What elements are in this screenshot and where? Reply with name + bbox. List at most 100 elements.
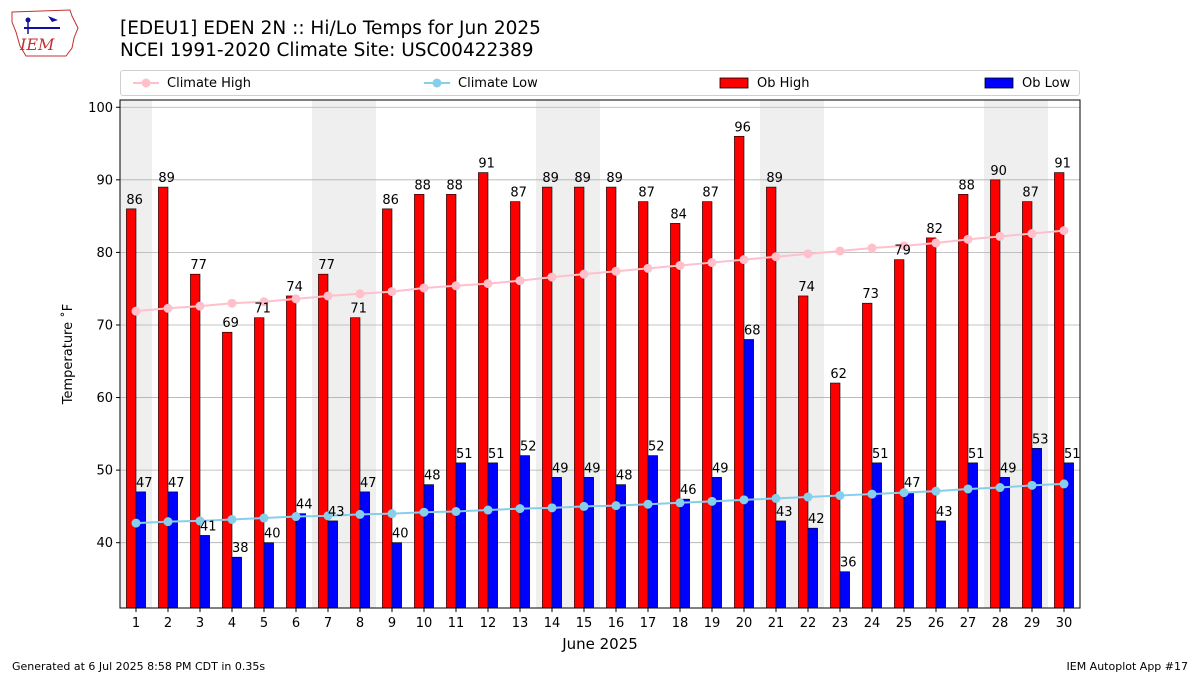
climate-high-point-day-12 — [483, 279, 493, 289]
climate-high-point-day-18 — [675, 260, 685, 270]
y-tick-label-80: 80 — [96, 246, 113, 261]
climate-high-point-day-19 — [707, 258, 717, 268]
ob-high-value-label-day-23: 62 — [830, 367, 847, 382]
ob-high-value-label-day-6: 74 — [286, 280, 303, 295]
ob-high-bar-day-27 — [958, 194, 969, 609]
climate-high-point-day-27 — [963, 234, 973, 244]
legend-label-ob-high: Ob High — [757, 75, 810, 91]
ob-high-value-label-day-26: 82 — [926, 222, 943, 237]
climate-low-point-day-17 — [643, 499, 653, 509]
climate-high-point-day-16 — [611, 266, 621, 276]
ob-high-bar-day-2 — [158, 186, 169, 609]
ob-high-bar-day-9 — [382, 208, 393, 609]
climate-high-point-day-9 — [387, 287, 397, 297]
ob-low-swatch — [984, 77, 1014, 89]
ob-high-bar-day-7 — [318, 273, 329, 609]
ob-low-bar-day-5 — [263, 542, 274, 609]
x-tick-label-3: 3 — [196, 616, 204, 631]
ob-low-value-label-day-10: 48 — [424, 469, 441, 484]
ob-low-value-label-day-14: 49 — [552, 461, 569, 476]
climate-low-swatch — [424, 78, 450, 88]
x-tick-label-24: 24 — [864, 616, 881, 631]
ob-high-value-label-day-12: 91 — [478, 157, 495, 172]
grid-lines — [120, 106, 1080, 544]
ob-low-bar-day-7 — [327, 520, 338, 609]
x-tick-label-11: 11 — [448, 616, 465, 631]
climate-low-point-day-2 — [163, 517, 173, 527]
x-tick-label-9: 9 — [388, 616, 396, 631]
ob-high-bar-day-5 — [254, 317, 265, 609]
ob-low-bar-day-9 — [391, 542, 402, 609]
ob-low-value-label-day-13: 52 — [520, 440, 537, 455]
x-tick-label-26: 26 — [928, 616, 945, 631]
climate-low-point-day-29 — [1027, 480, 1037, 490]
ob-low-value-label-day-30: 51 — [1064, 447, 1081, 462]
ob-high-bar-day-6 — [286, 295, 297, 609]
climate-high-point-day-15 — [579, 269, 589, 279]
ob-low-bar-day-28 — [999, 477, 1010, 609]
climate-low-point-day-25 — [899, 488, 909, 498]
x-tick-label-21: 21 — [768, 616, 785, 631]
x-tick-label-5: 5 — [260, 616, 268, 631]
climate-low-point-day-18 — [675, 498, 685, 508]
climate-low-point-day-28 — [995, 483, 1005, 493]
ob-high-bar-day-15 — [574, 186, 585, 609]
climate-high-point-day-28 — [995, 231, 1005, 241]
climate-high-point-day-4 — [227, 298, 237, 308]
x-tick-label-22: 22 — [800, 616, 817, 631]
ob-high-value-label-day-4: 69 — [222, 316, 239, 331]
ob-high-value-label-day-18: 84 — [670, 207, 687, 222]
ob-low-bar-day-26 — [935, 520, 946, 609]
ob-low-bar-day-15 — [583, 477, 594, 609]
legend-item-ob-high: Ob High — [719, 71, 810, 95]
x-tick-label-16: 16 — [608, 616, 625, 631]
ob-high-value-label-day-2: 89 — [158, 171, 175, 186]
x-tick-label-13: 13 — [512, 616, 529, 631]
climate-high-point-day-3 — [195, 301, 205, 311]
climate-low-point-day-24 — [867, 489, 877, 499]
y-tick-label-40: 40 — [96, 536, 113, 551]
ob-low-bar-day-27 — [967, 462, 978, 609]
climate-high-point-day-29 — [1027, 229, 1037, 239]
climate-high-line — [135, 229, 1065, 313]
climate-low-point-day-1 — [131, 518, 141, 528]
climate-high-swatch — [133, 78, 159, 88]
climate-low-point-day-16 — [611, 501, 621, 511]
ob-low-value-label-day-23: 36 — [840, 556, 857, 571]
ob-low-value-label-day-5: 40 — [264, 527, 281, 542]
y-tick-label-60: 60 — [96, 391, 113, 406]
ob-low-value-label-day-17: 52 — [648, 440, 665, 455]
ob-high-value-label-day-13: 87 — [510, 186, 527, 201]
legend: Climate High Climate Low Ob High Ob Low — [120, 70, 1080, 96]
ob-high-value-label-day-24: 73 — [862, 287, 879, 302]
climate-low-point-day-11 — [451, 506, 461, 516]
climate-low-point-day-6 — [291, 512, 301, 522]
x-tick-label-18: 18 — [672, 616, 689, 631]
ob-high-value-label-day-8: 71 — [350, 302, 367, 317]
ob-low-value-label-day-6: 44 — [296, 498, 313, 513]
ob-high-value-label-day-20: 96 — [734, 120, 751, 135]
ob-low-value-label-day-25: 47 — [904, 476, 921, 491]
ob-low-value-label-day-15: 49 — [584, 461, 601, 476]
x-tick-label-15: 15 — [576, 616, 593, 631]
ob-high-value-label-day-29: 87 — [1022, 186, 1039, 201]
ob-low-bar-day-23 — [839, 571, 850, 609]
climate-high-point-day-23 — [835, 246, 845, 256]
ob-low-value-label-day-24: 51 — [872, 447, 889, 462]
legend-label-ob-low: Ob Low — [1022, 75, 1071, 91]
ob-high-bar-day-29 — [1022, 201, 1033, 609]
ob-low-value-label-day-12: 51 — [488, 447, 505, 462]
ob-low-bar-day-12 — [487, 462, 498, 609]
climate-low-point-day-20 — [739, 495, 749, 505]
ob-high-value-label-day-14: 89 — [542, 171, 559, 186]
legend-item-ob-low: Ob Low — [984, 71, 1070, 95]
x-tick-label-2: 2 — [164, 616, 172, 631]
climate-low-point-day-10 — [419, 507, 429, 517]
ob-high-bar-day-11 — [446, 194, 457, 609]
x-tick-label-19: 19 — [704, 616, 721, 631]
ob-high-bar-day-22 — [798, 295, 809, 609]
climate-low-point-day-21 — [771, 493, 781, 503]
ob-high-swatch — [719, 77, 749, 89]
climate-high-point-day-22 — [803, 249, 813, 259]
